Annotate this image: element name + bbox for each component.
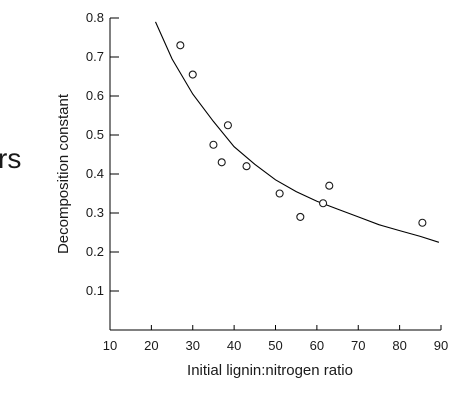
x-tick-label: 80 (392, 338, 406, 353)
y-axis-title: Decomposition constant (55, 93, 72, 254)
y-tick-label: 0.1 (86, 283, 104, 298)
y-tick-label: 0.6 (86, 88, 104, 103)
data-point (176, 41, 185, 50)
x-axis-title: Initial lignin:nitrogen ratio (187, 362, 353, 379)
side-text-fragment: rs (0, 143, 21, 174)
y-tick-label: 0.7 (86, 49, 104, 64)
x-tick-label: 10 (103, 338, 117, 353)
x-tick-label: 50 (268, 338, 282, 353)
data-point (188, 70, 197, 79)
data-point (319, 199, 328, 208)
data-point (209, 140, 218, 149)
data-point (223, 121, 232, 130)
x-tick-label: 40 (227, 338, 241, 353)
x-tick-label: 30 (186, 338, 200, 353)
fit-curve (154, 21, 440, 243)
y-axis-ticks: 0.1 0.2 0.3 0.4 0.5 0.6 0.7 0.8 (86, 10, 119, 298)
x-tick-label: 20 (144, 338, 158, 353)
y-tick-label: 0.4 (86, 166, 104, 181)
data-point (275, 189, 284, 198)
data-point (217, 158, 226, 167)
y-tick-label: 0.3 (86, 205, 104, 220)
data-point (242, 162, 251, 171)
data-point (418, 218, 427, 227)
axes (109, 18, 441, 331)
data-points (176, 41, 427, 227)
x-tick-label: 70 (351, 338, 365, 353)
x-axis-ticks: 10 20 30 40 50 60 70 80 90 (103, 325, 448, 353)
x-tick-label: 60 (310, 338, 324, 353)
y-tick-label: 0.2 (86, 244, 104, 259)
data-point (325, 181, 334, 190)
data-point (296, 212, 305, 221)
y-tick-label: 0.5 (86, 127, 104, 142)
x-tick-label: 90 (434, 338, 448, 353)
y-tick-label: 0.8 (86, 10, 104, 25)
